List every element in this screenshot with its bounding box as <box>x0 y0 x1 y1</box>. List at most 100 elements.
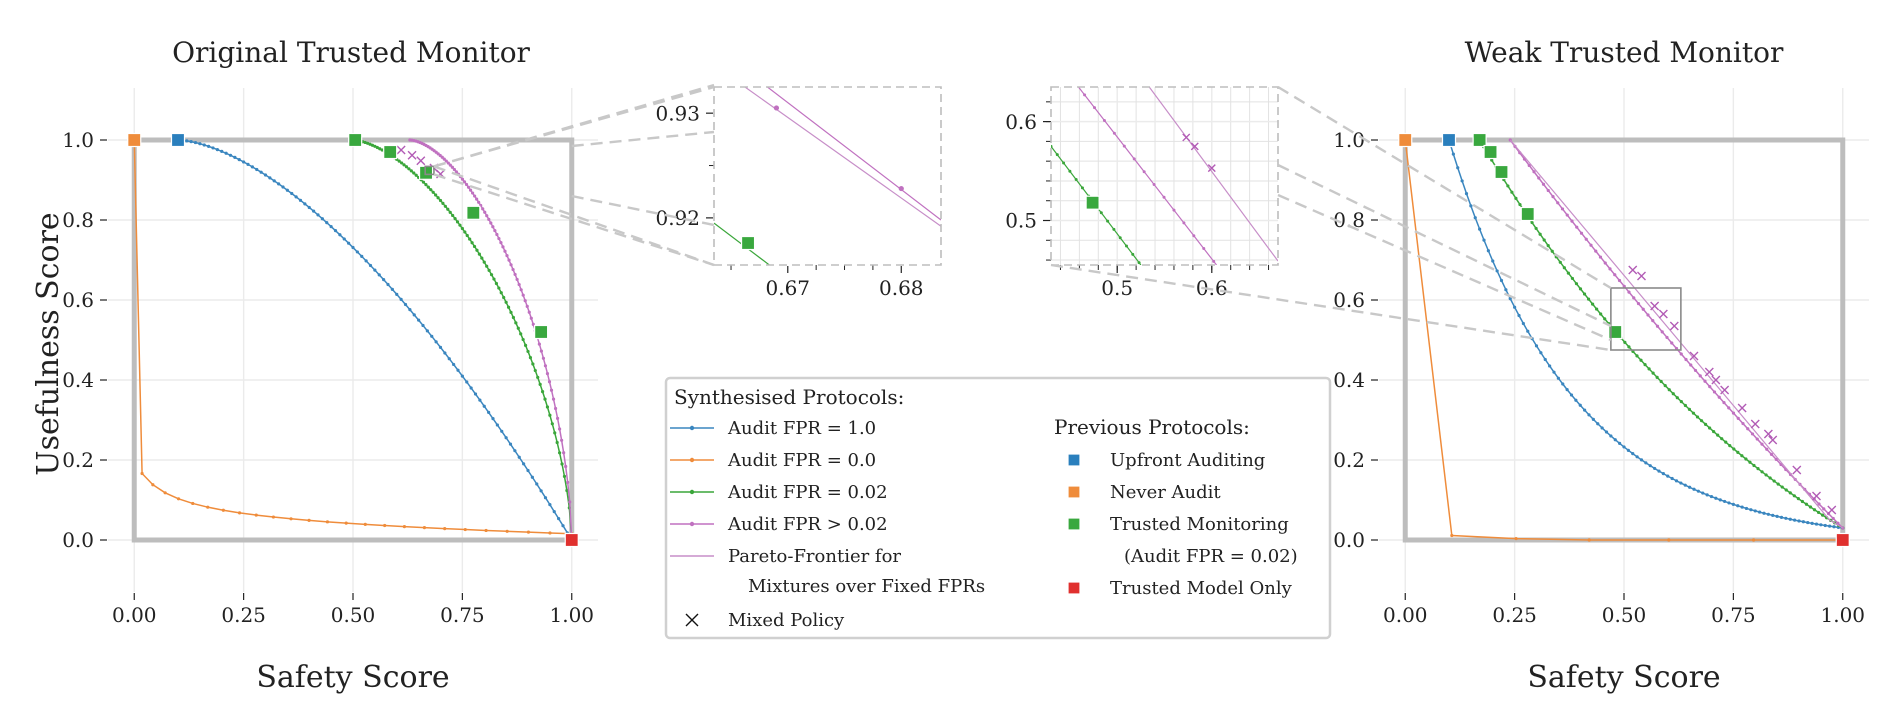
series-point <box>505 529 509 533</box>
series-point <box>402 525 407 529</box>
series-point <box>414 173 418 177</box>
series-point <box>1532 170 1536 174</box>
series-point <box>448 163 452 167</box>
series-point <box>1724 440 1728 444</box>
series-point <box>1808 505 1813 509</box>
series-point <box>1651 371 1655 375</box>
inset-mixed-point-stroke <box>1190 142 1199 151</box>
series-point <box>378 147 382 151</box>
marker-trusted_mon <box>1608 324 1623 340</box>
legend-point-swatch <box>689 521 695 527</box>
series-point <box>271 515 276 519</box>
mixed-policy-point <box>396 145 406 155</box>
series-point <box>494 281 499 286</box>
series-point <box>1752 463 1756 468</box>
series-point <box>499 291 503 295</box>
series-point <box>545 372 550 376</box>
series-point <box>1687 407 1692 411</box>
marker-never <box>1398 132 1413 148</box>
series-point <box>441 201 445 205</box>
series-point <box>1727 406 1731 410</box>
series-point <box>1714 496 1718 500</box>
inset-series-point <box>1212 259 1216 263</box>
series-point <box>1539 351 1543 355</box>
series-point <box>526 530 531 534</box>
series-point <box>523 343 528 348</box>
x-tick-label: 1.00 <box>549 603 594 627</box>
inset-region-box <box>424 165 435 176</box>
series-point <box>483 210 487 214</box>
series-point <box>1788 517 1792 521</box>
series-point <box>1688 485 1692 489</box>
series-point <box>1667 388 1671 392</box>
series-point <box>1473 216 1477 220</box>
series-point <box>460 374 464 378</box>
series-point <box>1671 392 1675 396</box>
series-point <box>1530 220 1534 225</box>
legend-label-continued: (Audit FPR = 0.02) <box>1124 546 1298 567</box>
series-point <box>1703 379 1707 383</box>
series-point <box>485 214 489 218</box>
mixed-policy-point-stroke <box>1792 465 1802 475</box>
series-point <box>481 207 485 211</box>
series-point <box>511 315 516 320</box>
series-point <box>1780 485 1784 489</box>
mixed-policy-point <box>1658 309 1668 319</box>
series-point <box>1551 195 1555 199</box>
series-point <box>1659 379 1663 384</box>
series-point <box>1817 502 1821 506</box>
series-point <box>491 225 495 229</box>
series-point <box>1518 202 1522 207</box>
series-point <box>1456 166 1460 170</box>
series-point <box>1527 163 1531 168</box>
mixed-policy-point-stroke <box>1689 351 1699 361</box>
series-point <box>492 277 496 281</box>
series-point <box>1486 249 1490 253</box>
series-point <box>1491 259 1495 263</box>
series-point <box>277 182 281 186</box>
inset-content <box>1051 87 1278 265</box>
mixed-policy-point <box>1711 375 1721 385</box>
series-point <box>1793 518 1797 522</box>
legend-cross-swatch-stroke <box>685 613 699 627</box>
series-point <box>1584 237 1588 241</box>
series-point <box>1534 226 1538 231</box>
series-point <box>400 161 404 165</box>
series-point <box>451 213 455 218</box>
series-point <box>443 527 447 531</box>
series-point <box>552 509 556 514</box>
mixed-policy-point-stroke <box>1637 271 1646 281</box>
series-point <box>272 179 276 183</box>
series-point <box>500 429 504 433</box>
series-point <box>1720 437 1724 441</box>
x-tick-label: 0.00 <box>112 603 157 627</box>
series-point <box>1565 388 1569 392</box>
series-point <box>1627 345 1631 349</box>
series-point <box>325 520 330 524</box>
inset-series-point <box>1192 234 1196 238</box>
inset-series-point <box>1106 219 1110 223</box>
series-point <box>562 474 567 478</box>
series-point <box>499 241 503 245</box>
inset-mixed-point <box>1207 164 1216 173</box>
series-point <box>1758 510 1762 514</box>
series-point <box>421 323 425 328</box>
series-point <box>1731 502 1735 506</box>
x-tick-label: 0.25 <box>221 603 266 627</box>
series-point <box>1766 512 1770 516</box>
y-tick-label: 0.5 <box>1005 209 1037 233</box>
series-point <box>1655 375 1659 379</box>
y-tick-label: 0.0 <box>62 528 94 552</box>
series-point <box>539 349 543 353</box>
mixed-policy-point <box>1689 351 1699 361</box>
legend-label-continued: Mixtures over Fixed FPRs <box>748 576 985 597</box>
series-point <box>1513 305 1517 309</box>
series-point <box>560 438 564 442</box>
series-point <box>1579 231 1584 235</box>
series-point <box>1732 447 1736 451</box>
series-point <box>1728 443 1732 448</box>
series-point <box>1510 190 1514 194</box>
series-point <box>564 464 568 469</box>
inset-series-point <box>1142 170 1146 174</box>
inset-zoom1: 0.92 0.93 0.67 0.68 <box>655 86 942 300</box>
